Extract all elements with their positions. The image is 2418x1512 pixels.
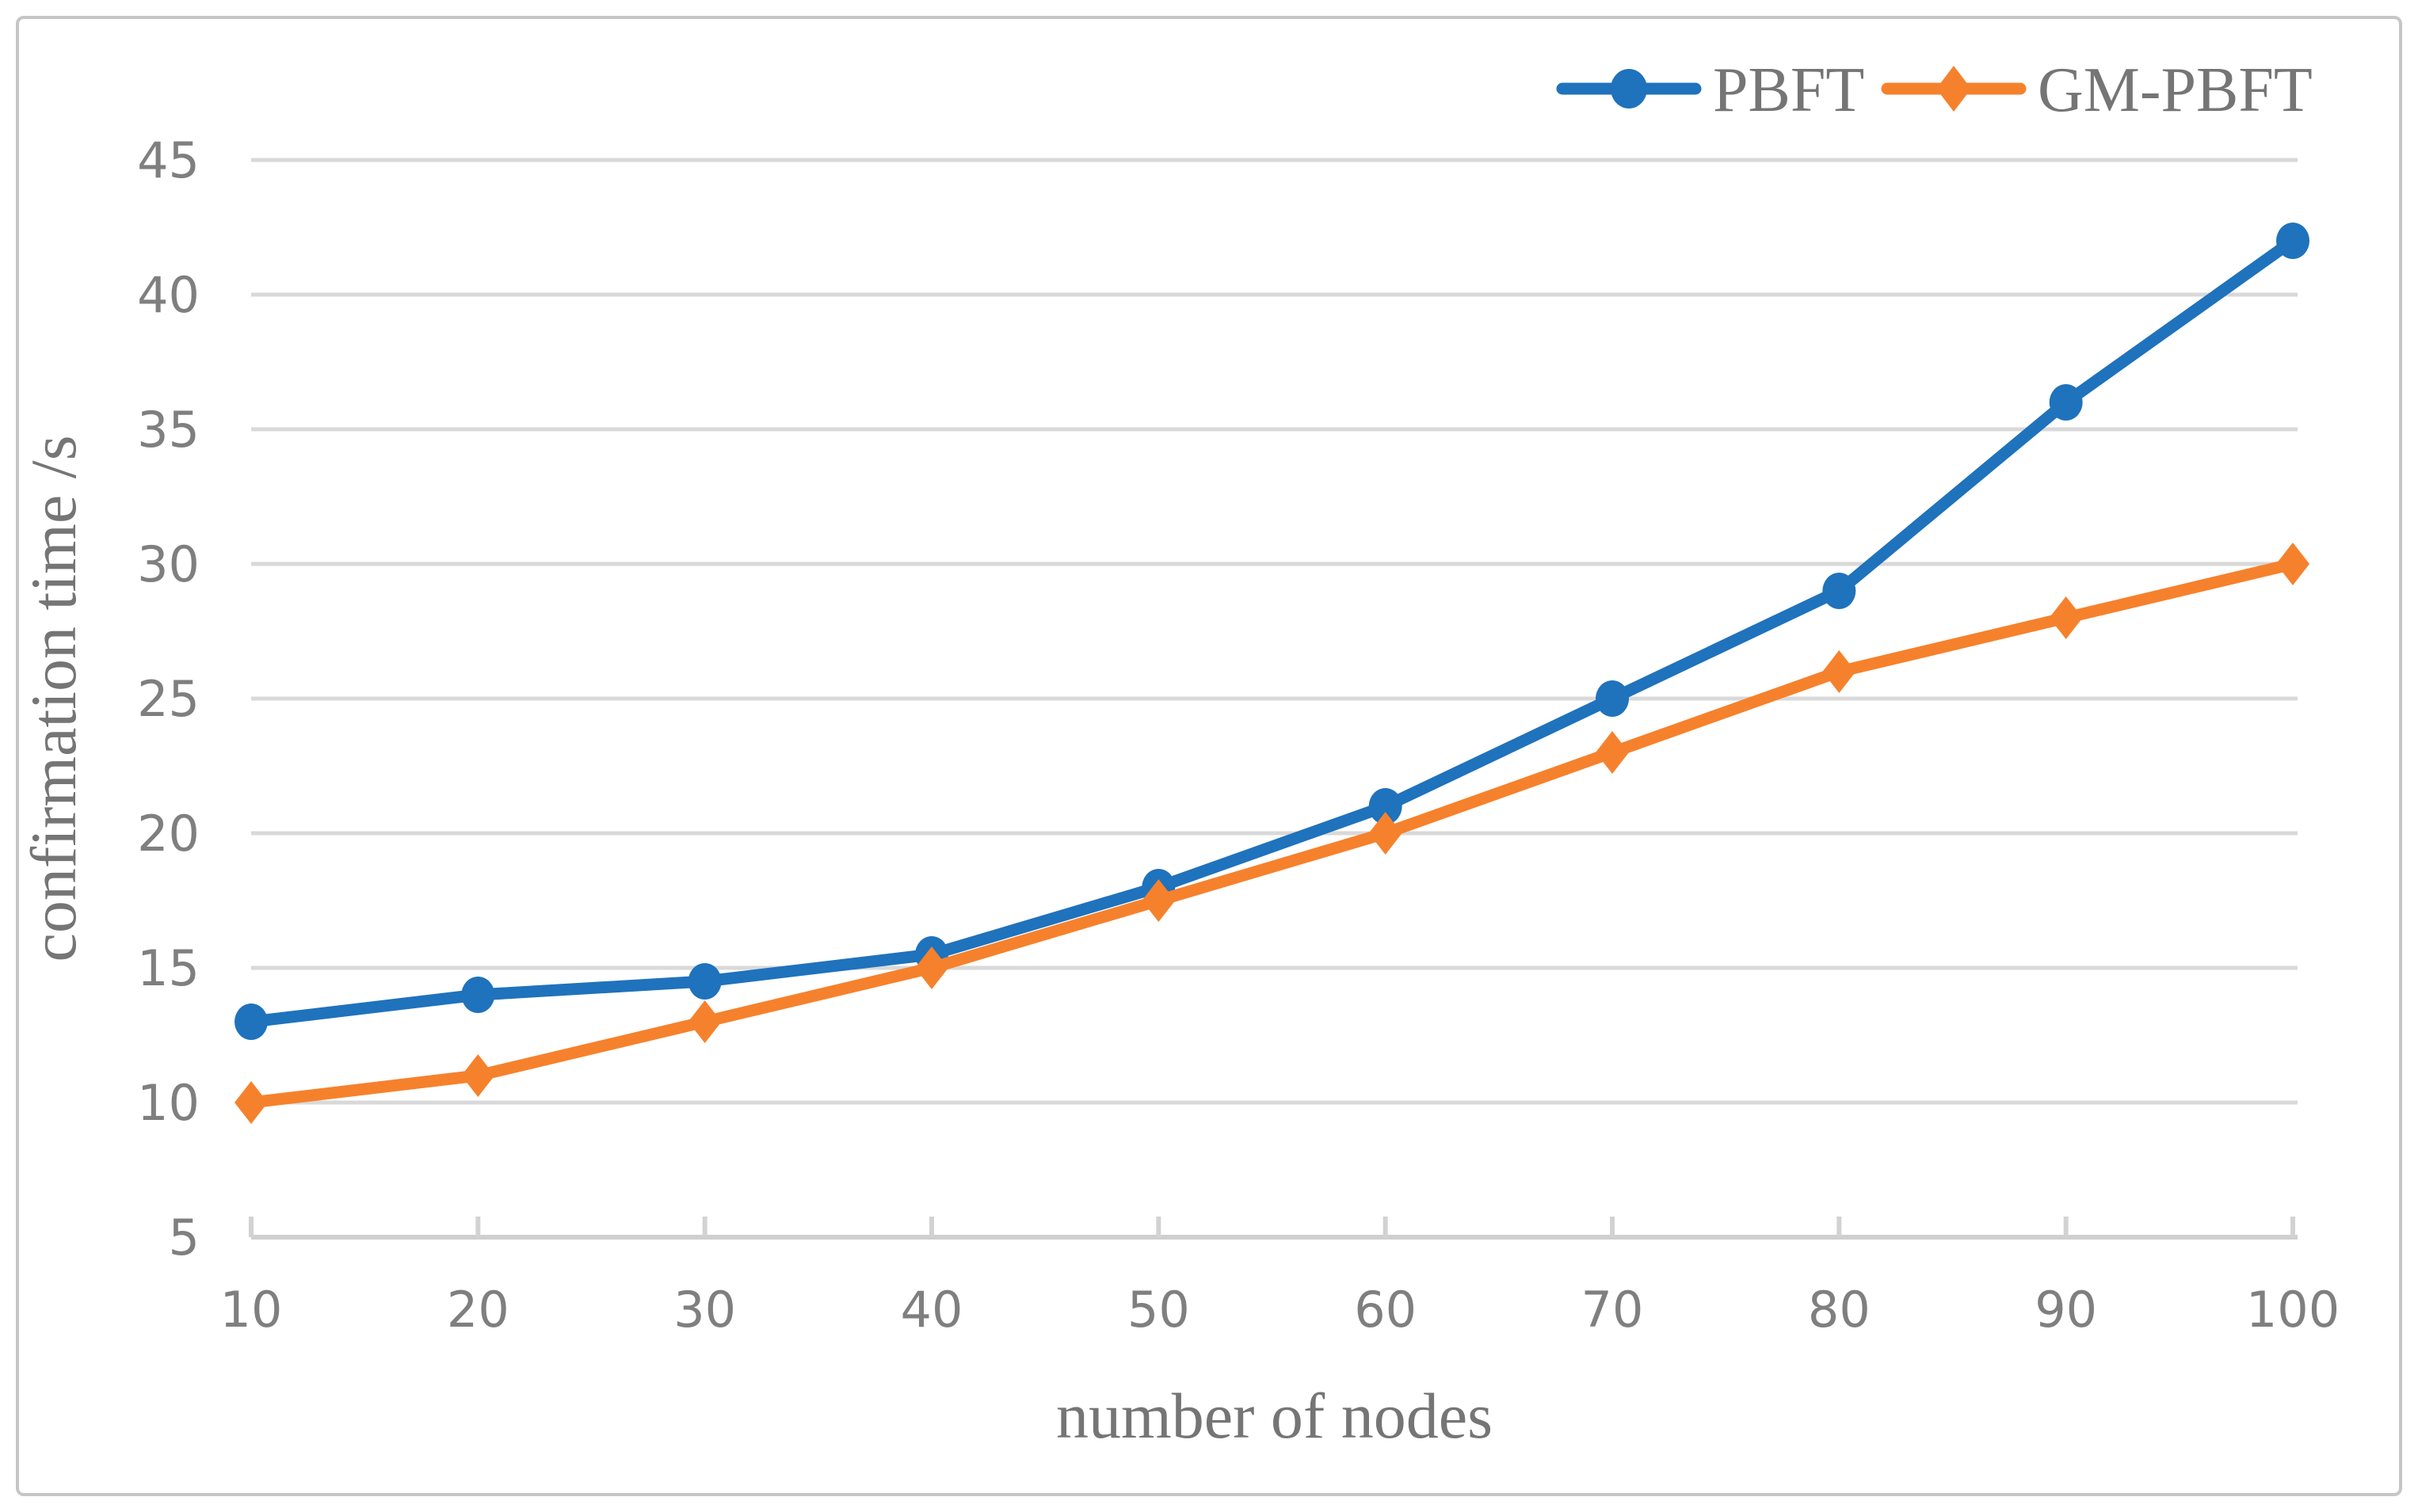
legend-item-gm-pbft: GM-PBFT bbox=[1881, 55, 2313, 125]
data-series bbox=[235, 223, 2309, 1124]
x-tick-label-90: 90 bbox=[2035, 1281, 2097, 1339]
data-point-pbft-100 bbox=[2276, 223, 2309, 259]
data-point-pbft-10 bbox=[235, 1004, 268, 1040]
data-point-gm-pbft-40 bbox=[915, 946, 948, 989]
legend-item-pbft: PBFT bbox=[1556, 55, 1864, 125]
y-tick-label-30: 30 bbox=[137, 535, 200, 593]
data-point-pbft-60 bbox=[1368, 788, 1402, 825]
data-point-gm-pbft-60 bbox=[1368, 812, 1402, 855]
data-point-gm-pbft-50 bbox=[1142, 879, 1176, 922]
chart-frame-border bbox=[16, 16, 2402, 1496]
series-gm-pbft bbox=[235, 543, 2309, 1124]
data-point-pbft-80 bbox=[1822, 573, 1856, 609]
data-point-gm-pbft-10 bbox=[235, 1081, 268, 1124]
data-point-pbft-20 bbox=[461, 977, 495, 1013]
data-point-pbft-30 bbox=[688, 963, 722, 1000]
x-axis-title: number of nodes bbox=[1056, 1380, 1493, 1452]
series-line-gm-pbft bbox=[245, 558, 2299, 1109]
data-point-gm-pbft-20 bbox=[461, 1054, 495, 1097]
x-tick-label-80: 80 bbox=[1808, 1281, 1871, 1339]
data-point-pbft-70 bbox=[1596, 680, 1629, 717]
y-axis-title: confirmation time /s bbox=[17, 436, 90, 962]
x-tick-label-40: 40 bbox=[901, 1281, 963, 1339]
gridlines bbox=[251, 158, 2298, 1105]
y-tick-label-10: 10 bbox=[137, 1074, 200, 1132]
x-tick-label-10: 10 bbox=[220, 1281, 283, 1339]
y-axis-tick-labels: 5 10 15 20 25 30 35 40 45 bbox=[137, 131, 200, 1266]
data-point-pbft-90 bbox=[2049, 384, 2083, 421]
y-tick-label-5: 5 bbox=[169, 1209, 200, 1266]
x-tick-label-20: 20 bbox=[447, 1281, 509, 1339]
y-tick-label-25: 25 bbox=[137, 670, 200, 728]
x-axis bbox=[249, 1217, 2298, 1240]
data-point-gm-pbft-100 bbox=[2276, 543, 2309, 585]
data-point-gm-pbft-90 bbox=[2049, 596, 2083, 639]
x-tick-label-70: 70 bbox=[1581, 1281, 1644, 1339]
y-tick-label-45: 45 bbox=[137, 131, 200, 189]
data-point-gm-pbft-30 bbox=[688, 1000, 722, 1043]
x-tick-label-60: 60 bbox=[1354, 1281, 1417, 1339]
y-tick-label-40: 40 bbox=[137, 266, 200, 324]
x-tick-label-30: 30 bbox=[673, 1281, 736, 1339]
x-tick-label-50: 50 bbox=[1127, 1281, 1190, 1339]
data-point-gm-pbft-80 bbox=[1822, 650, 1856, 693]
x-axis-tick-labels: 10 20 30 40 50 60 70 80 90 100 bbox=[220, 1281, 2340, 1339]
legend: PBFT GM-PBFT bbox=[1556, 55, 2313, 125]
legend-marker-circle-icon bbox=[1611, 69, 1647, 109]
x-tick-label-100: 100 bbox=[2246, 1281, 2340, 1339]
data-point-gm-pbft-70 bbox=[1596, 731, 1629, 774]
y-tick-label-35: 35 bbox=[137, 401, 200, 459]
y-tick-label-15: 15 bbox=[137, 939, 200, 997]
y-tick-label-20: 20 bbox=[137, 805, 200, 863]
legend-marker-diamond-icon bbox=[1936, 66, 1971, 112]
legend-label-gm-pbft: GM-PBFT bbox=[2038, 55, 2313, 125]
series-line-pbft bbox=[245, 234, 2299, 1028]
legend-label-pbft: PBFT bbox=[1713, 55, 1864, 125]
